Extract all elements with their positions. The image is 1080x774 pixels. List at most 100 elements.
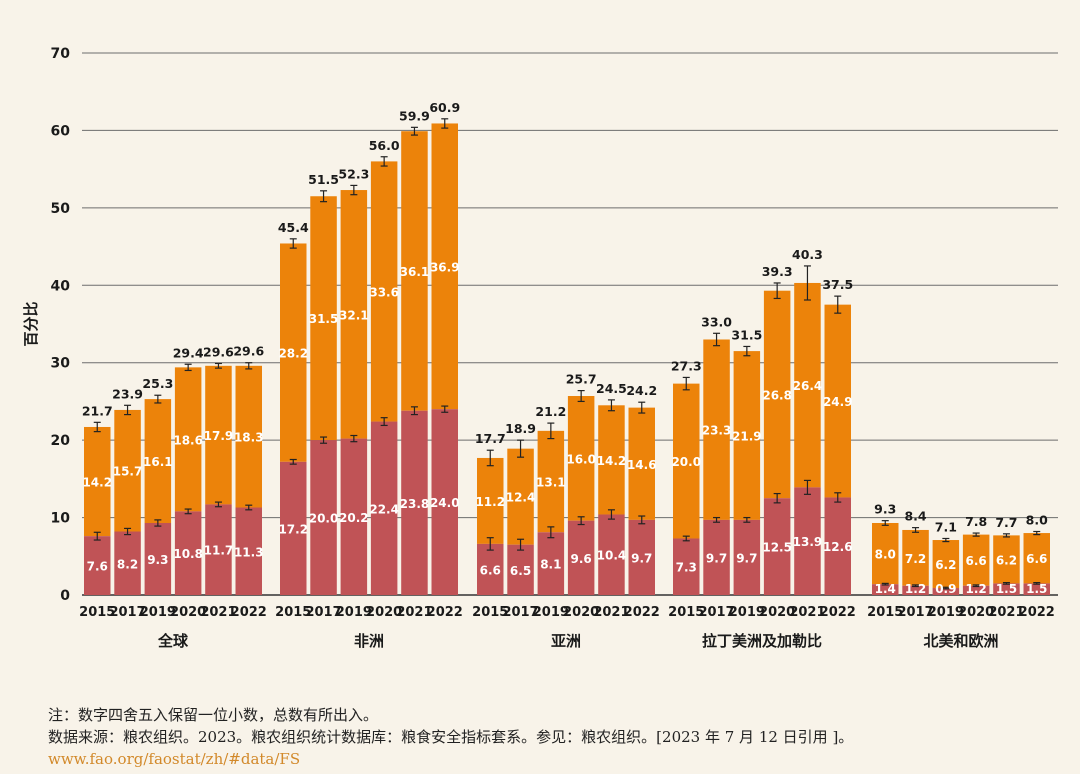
moderate-value-label: 18.3 (234, 431, 264, 445)
bar-severe (872, 584, 899, 595)
x-tick-label: 2017 (305, 605, 341, 620)
x-tick-label: 2020 (563, 605, 599, 620)
moderate-value-label: 18.6 (173, 433, 203, 447)
x-tick-label: 2021 (789, 605, 825, 620)
moderate-value-label: 12.4 (506, 491, 536, 505)
moderate-value-label: 6.2 (935, 558, 956, 572)
bar-moderate (340, 190, 368, 439)
x-tick-label: 2015 (79, 605, 115, 620)
x-tick-label: 2020 (170, 605, 206, 620)
bar-severe (477, 543, 504, 595)
bar-moderate (733, 351, 761, 520)
total-value-label: 39.3 (762, 264, 793, 279)
severe-value-label: 13.9 (793, 535, 823, 549)
bar-moderate (763, 290, 791, 499)
moderate-value-label: 24.9 (823, 395, 853, 409)
x-tick-label: 2019 (729, 605, 765, 620)
bar-moderate (872, 522, 899, 585)
source-link[interactable]: www.fao.org/faostat/zh/#data/FS (48, 750, 301, 768)
moderate-value-label: 16.1 (143, 455, 173, 469)
x-tick-label: 2017 (698, 605, 734, 620)
total-value-label: 25.3 (142, 376, 173, 391)
bar-severe (340, 438, 368, 595)
bar-moderate (598, 405, 625, 515)
bar-severe (932, 588, 960, 595)
total-value-label: 60.9 (429, 100, 460, 115)
bar-severe (628, 519, 655, 595)
bar-moderate (507, 448, 534, 545)
bar-severe (431, 409, 458, 595)
bar-severe (114, 531, 141, 595)
bar-severe (902, 585, 929, 595)
moderate-value-label: 28.2 (278, 347, 308, 361)
total-value-label: 9.3 (874, 502, 896, 517)
bar-severe (280, 461, 307, 595)
x-tick-label: 2020 (759, 605, 795, 620)
bar-moderate (628, 407, 655, 520)
bar-severe (703, 519, 730, 595)
x-tick-label: 2017 (502, 605, 538, 620)
bar-severe (733, 519, 761, 595)
bar-severe (763, 498, 791, 595)
severe-value-label: 8.2 (117, 557, 138, 571)
bar-moderate (824, 304, 851, 498)
severe-value-label: 10.8 (173, 547, 203, 561)
x-tick-label: 2022 (820, 605, 856, 620)
total-value-label: 29.6 (233, 344, 264, 359)
x-tick-label: 2021 (593, 605, 629, 620)
total-value-label: 29.6 (203, 344, 234, 359)
total-value-label: 27.3 (671, 358, 702, 373)
moderate-value-label: 33.6 (369, 285, 399, 299)
bar-moderate (567, 396, 595, 521)
total-value-label: 7.7 (995, 515, 1017, 530)
severe-value-label: 8.1 (540, 558, 561, 572)
bar-severe (537, 532, 565, 595)
severe-value-label: 1.2 (905, 582, 926, 596)
bar-severe (993, 583, 1020, 595)
moderate-value-label: 31.5 (309, 312, 339, 326)
severe-value-label: 12.6 (823, 540, 853, 554)
group-label: 全球 (157, 632, 189, 650)
x-tick-label: 2020 (958, 605, 994, 620)
severe-value-label: 1.2 (966, 582, 987, 596)
total-value-label: 37.5 (822, 277, 853, 292)
moderate-value-label: 6.6 (1026, 552, 1047, 566)
bar-severe (174, 511, 202, 595)
total-value-label: 52.3 (338, 166, 369, 181)
bar-severe (824, 497, 851, 595)
x-tick-label: 2017 (109, 605, 145, 620)
moderate-value-label: 36.9 (430, 260, 460, 274)
bar-severe (598, 514, 625, 595)
total-value-label: 8.4 (904, 509, 926, 524)
bar-severe (794, 487, 821, 595)
group-label: 亚洲 (551, 632, 581, 650)
total-value-label: 18.9 (505, 421, 536, 436)
bar-moderate (431, 123, 458, 410)
x-tick-label: 2021 (988, 605, 1024, 620)
severe-value-label: 9.7 (736, 551, 757, 565)
severe-value-label: 24.0 (430, 496, 460, 510)
group-label: 非洲 (354, 632, 384, 650)
severe-value-label: 20.2 (339, 511, 369, 525)
bar-moderate (993, 535, 1020, 584)
y-axis-label: 百分比 (22, 301, 40, 346)
moderate-value-label: 26.8 (762, 388, 792, 402)
severe-value-label: 6.5 (510, 564, 531, 578)
severe-value-label: 11.7 (204, 544, 234, 558)
x-tick-label: 2019 (140, 605, 176, 620)
total-value-label: 25.7 (566, 372, 597, 387)
bar-moderate (673, 383, 700, 539)
x-tick-label: 2015 (275, 605, 311, 620)
severe-value-label: 22.4 (369, 502, 399, 516)
bar-moderate (902, 529, 929, 586)
moderate-value-label: 14.2 (82, 476, 112, 490)
x-tick-label: 2019 (533, 605, 569, 620)
severe-value-label: 7.6 (87, 560, 108, 574)
x-tick-label: 2022 (624, 605, 660, 620)
total-value-label: 33.0 (701, 314, 732, 329)
y-tick-label: 50 (51, 201, 71, 217)
y-tick-label: 20 (51, 433, 71, 449)
bar-moderate (932, 540, 960, 589)
severe-value-label: 6.6 (480, 563, 501, 577)
total-value-label: 59.9 (399, 108, 430, 123)
